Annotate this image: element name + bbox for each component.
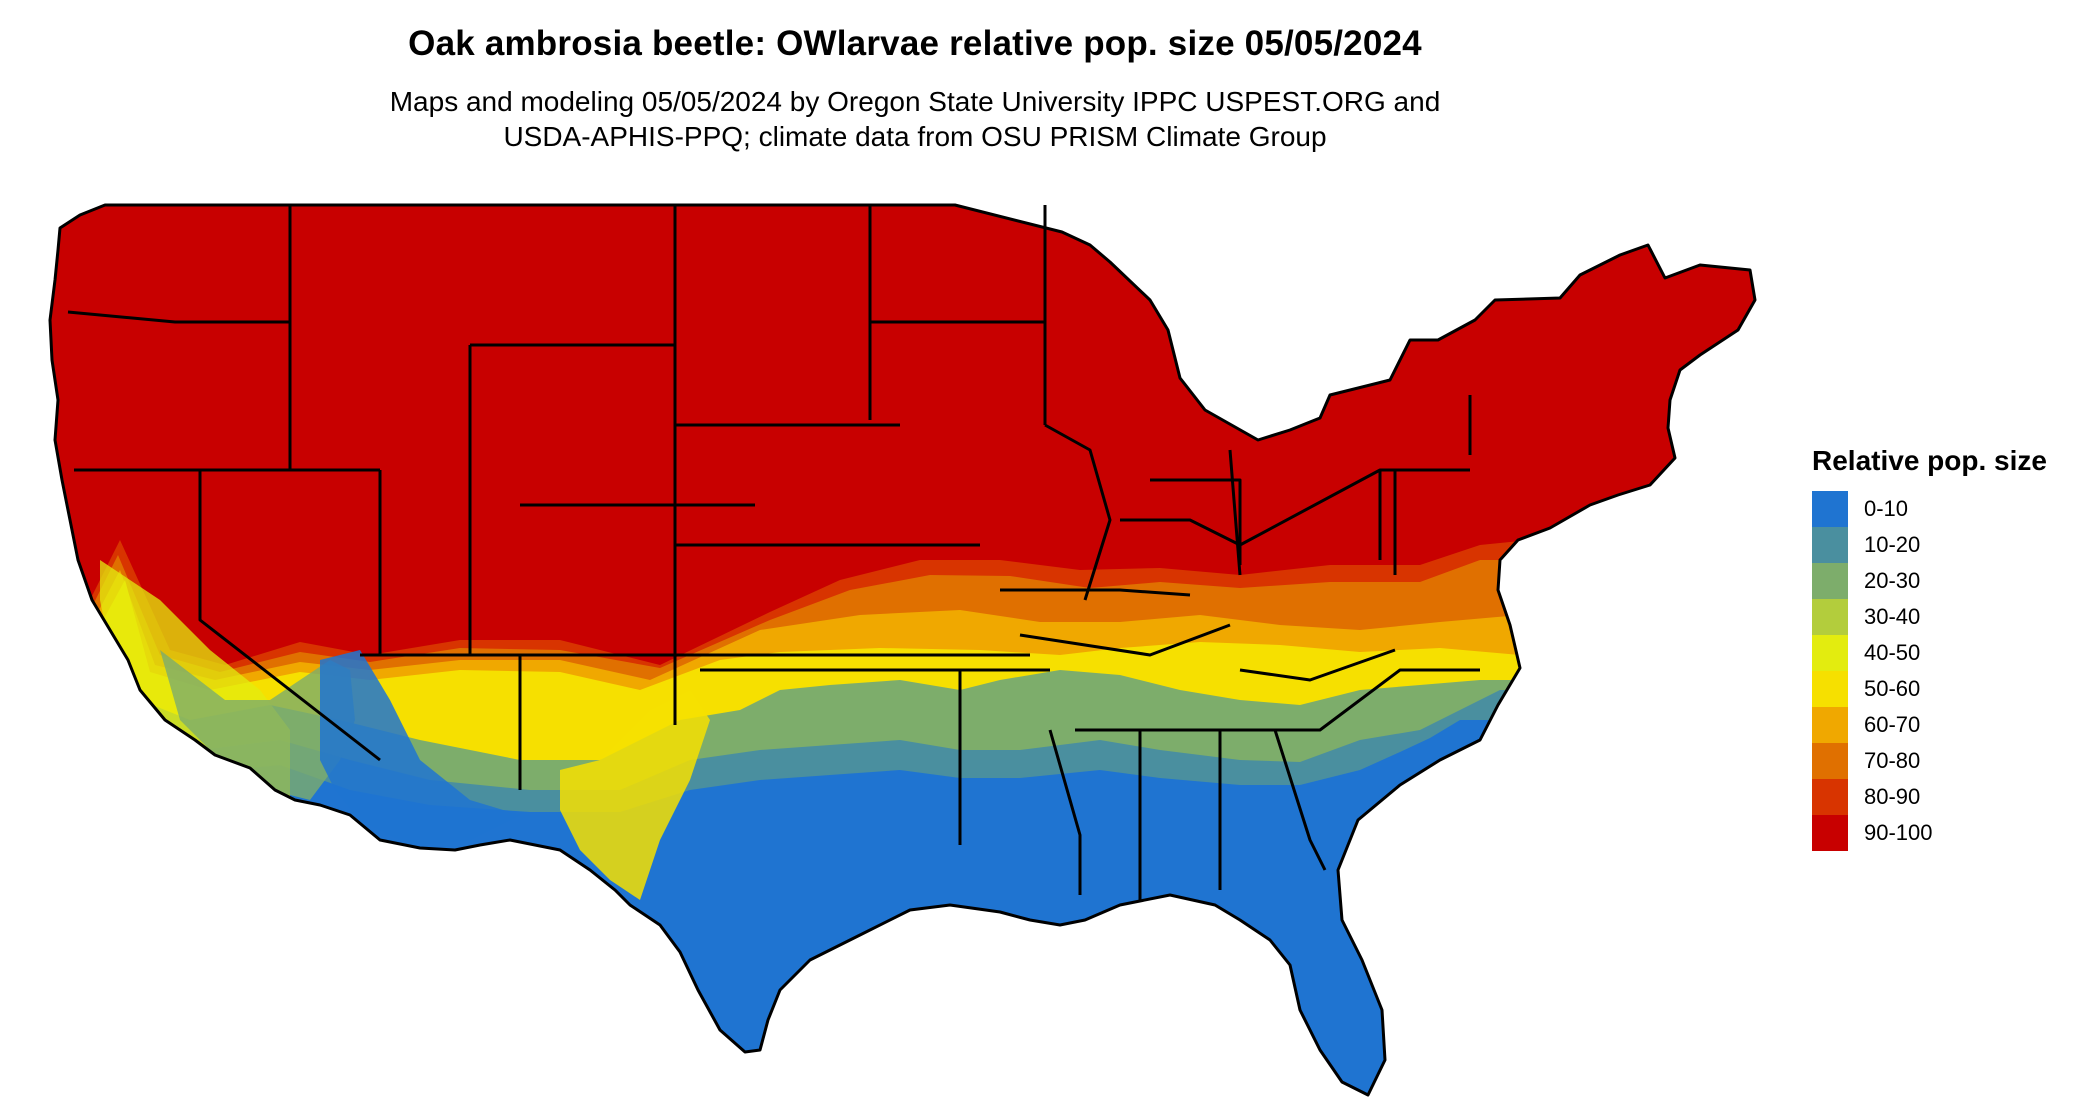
legend-item: 0-10 [1812, 491, 2047, 527]
legend-label: 50-60 [1864, 676, 1921, 701]
legend-label: 20-30 [1864, 568, 1921, 593]
map-legend: Relative pop. size 0-10 10-20 20-30 30-4… [1812, 445, 2047, 851]
legend-items: 0-10 10-20 20-30 30-40 40-50 50-60 60-70… [1812, 491, 2047, 851]
map-title: Oak ambrosia beetle: OWlarvae relative p… [408, 24, 1422, 63]
legend-swatch [1812, 527, 1848, 563]
legend-item: 60-70 [1812, 707, 2047, 743]
legend-item: 40-50 [1812, 635, 2047, 671]
legend-item: 10-20 [1812, 527, 2047, 563]
legend-swatch [1812, 743, 1848, 779]
legend-item: 90-100 [1812, 815, 2047, 851]
us-risk-map [48, 203, 1757, 1097]
legend-label: 40-50 [1864, 640, 1921, 665]
legend-swatch [1812, 671, 1848, 707]
legend-item: 80-90 [1812, 779, 2047, 815]
legend-item: 30-40 [1812, 599, 2047, 635]
legend-label: 60-70 [1864, 712, 1921, 737]
legend-swatch [1812, 635, 1848, 671]
map-subtitle-line-2: USDA-APHIS-PPQ; climate data from OSU PR… [503, 121, 1327, 152]
legend-label: 90-100 [1864, 820, 1933, 845]
legend-label: 70-80 [1864, 748, 1921, 773]
legend-swatch [1812, 815, 1848, 851]
map-subtitle-line-1: Maps and modeling 05/05/2024 by Oregon S… [389, 86, 1441, 117]
legend-title: Relative pop. size [1812, 445, 2047, 476]
legend-item: 70-80 [1812, 743, 2047, 779]
legend-label: 10-20 [1864, 532, 1921, 557]
legend-label: 0-10 [1864, 496, 1909, 521]
legend-swatch [1812, 599, 1848, 635]
legend-swatch [1812, 563, 1848, 599]
legend-label: 80-90 [1864, 784, 1921, 809]
legend-swatch [1812, 779, 1848, 815]
legend-item: 50-60 [1812, 671, 2047, 707]
legend-label: 30-40 [1864, 604, 1921, 629]
legend-swatch [1812, 707, 1848, 743]
legend-item: 20-30 [1812, 563, 2047, 599]
legend-swatch [1812, 491, 1848, 527]
